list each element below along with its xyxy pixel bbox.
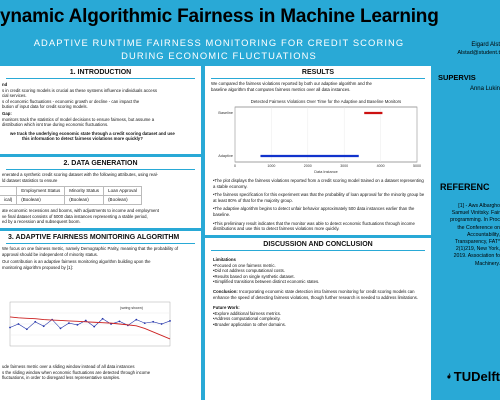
- data-point: [118, 320, 121, 323]
- future-work-item: Broader application to other domains.: [213, 322, 423, 328]
- category-label: Adaptive: [218, 154, 233, 158]
- poster-title: ynamic Algorithmic Fairness in Machine L…: [0, 6, 438, 27]
- limitations-list: Focused on one fairness metric.Did not a…: [213, 263, 423, 285]
- section-heading: 1. INTRODUCTION: [69, 69, 132, 76]
- future-work-item: Explore additional fairness metrics.: [213, 311, 423, 317]
- discussion-panel: DISCUSSION AND CONCLUSION Limitations Fo…: [205, 238, 431, 400]
- introduction-panel: 1. INTRODUCTION nd s in credit scoring m…: [0, 66, 201, 154]
- poster-subtitle: ADAPTIVE RUNTIME FAIRNESS MONITORING FOR…: [33, 37, 405, 61]
- data-point: [93, 325, 96, 328]
- reference-line: [1] - Aws Albargho: [458, 203, 500, 209]
- data-point: [17, 323, 20, 325]
- plot-area: [234, 106, 418, 163]
- data-generation-panel: 2. DATA GENERATION enerated a synthetic …: [0, 157, 201, 228]
- logo-text: TUDelft: [453, 368, 500, 384]
- data-point: [25, 328, 28, 331]
- section-heading: RESULTS: [301, 69, 335, 76]
- limitation-item: Focused on one fairness metric.: [213, 263, 423, 269]
- x-tick-label: 3000: [340, 164, 348, 168]
- x-tick-label: 5000: [413, 164, 421, 168]
- author-name: Eigard Alst: [471, 42, 500, 48]
- x-tick-label: 0: [234, 164, 236, 168]
- data-point: [9, 326, 11, 329]
- limitation-item: Did not address computational costs.: [213, 268, 423, 274]
- supervisor-name: Anna Lukin: [469, 86, 500, 92]
- data-point: [84, 319, 87, 322]
- data-point: [34, 320, 37, 323]
- references-text: [1] - Aws Albargho Samuel Vinitsky. Fair p…: [438, 203, 500, 268]
- section-heading: 2. DATA GENERATION: [63, 160, 138, 167]
- x-axis-label: Data Instance: [314, 170, 337, 174]
- flame-icon: [447, 372, 451, 379]
- result-bullet: The plot displays the fairness violation…: [213, 178, 425, 189]
- data-point: [160, 323, 163, 325]
- chart-annotation: (swing shown): [120, 306, 143, 310]
- reference-line: the Conference on: [457, 224, 500, 231]
- reference-line: Transparency, FAT*: [454, 239, 500, 246]
- limitation-item: Simplified transitions between distinct …: [213, 279, 423, 285]
- reference-line: 2(1)219, New York,: [455, 246, 500, 253]
- results-bullets: The plot displays the fairness violation…: [213, 178, 425, 235]
- result-bullet: The fairness specification for this expe…: [213, 192, 425, 203]
- x-tick-label: 2000: [304, 164, 312, 168]
- reference-line: 2019. Association fo: [453, 253, 500, 260]
- category-label: Baseline: [218, 111, 233, 115]
- data-point: [59, 327, 62, 330]
- references-heading: REFERENC: [440, 182, 490, 192]
- limitation-item: Results based on single synthetic datase…: [213, 274, 423, 280]
- reference-line: Samuel Vinitsky. Fair: [451, 210, 500, 217]
- fairness-violations-chart: Detected Fairness Violations Over Time f…: [218, 99, 421, 174]
- attribute-table: Employment Status Minority Status Loan App…: [0, 186, 142, 205]
- series-line: [9, 318, 171, 330]
- data-point: [68, 322, 70, 325]
- monitoring-panel: 3. ADAPTIVE FAIRNESS MONITORING ALGORITH…: [0, 231, 201, 400]
- future-work-item: Address computational complexity.: [213, 316, 423, 322]
- data-point: [76, 323, 79, 326]
- results-panel: RESULTS We compared the fairness violati…: [205, 66, 431, 235]
- tudelft-logo: TUDelft: [446, 364, 500, 388]
- reference-line: programming. In Proc: [450, 217, 500, 224]
- data-point: [152, 320, 155, 323]
- chart-title: Detected Fairness Violations Over Time f…: [251, 99, 401, 104]
- reference-line: Accountability,: [466, 231, 500, 238]
- x-tick-label: 1000: [267, 164, 275, 168]
- data-point: [42, 325, 45, 328]
- x-tick-label: 4000: [377, 164, 385, 168]
- data-point: [169, 320, 171, 322]
- author-email: Alstad@student.t: [457, 50, 500, 56]
- result-bullet: The adaptive algorithm begins to detect …: [213, 206, 425, 217]
- data-point: [135, 318, 138, 321]
- section-heading: 3. ADAPTIVE FAIRNESS MONITORING ALGORITH…: [8, 234, 180, 241]
- future-work-list: Explore additional fairness metrics.Addr…: [213, 311, 423, 328]
- data-point: [101, 317, 104, 320]
- result-bullet: This preliminary result indicates that t…: [213, 221, 425, 232]
- monitoring-line-chart: (swing shown): [9, 301, 171, 347]
- reference-line: Machinery.: [475, 260, 500, 267]
- data-point: [143, 322, 146, 325]
- section-heading: DISCUSSION AND CONCLUSION: [263, 241, 373, 248]
- series-line: [9, 316, 171, 340]
- supervisor-heading: SUPERVIS: [438, 73, 476, 82]
